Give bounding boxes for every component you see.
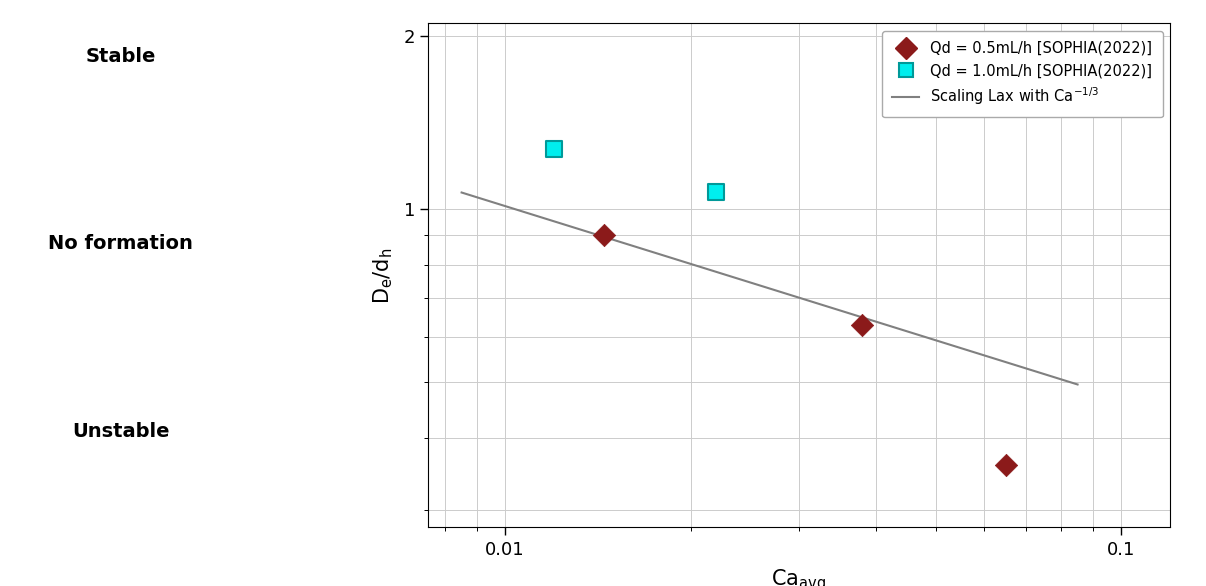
Text: Unstable: Unstable — [72, 422, 169, 441]
Y-axis label: D$_{\mathregular{e}}$/d$_{\mathregular{h}}$: D$_{\mathregular{e}}$/d$_{\mathregular{h… — [371, 247, 396, 304]
Text: Stable: Stable — [86, 47, 156, 66]
Point — [544, 145, 563, 154]
Point — [595, 231, 614, 240]
Text: No formation: No formation — [48, 234, 193, 253]
X-axis label: Ca$_{\mathregular{avg}}$: Ca$_{\mathregular{avg}}$ — [772, 567, 826, 586]
Legend: Qd = 0.5mL/h [SOPHIA(2022)], Qd = 1.0mL/h [SOPHIA(2022)], Scaling Lax with Ca$^{: Qd = 0.5mL/h [SOPHIA(2022)], Qd = 1.0mL/… — [883, 30, 1163, 117]
Point — [996, 460, 1015, 469]
Point — [853, 320, 872, 329]
Point — [707, 188, 726, 197]
